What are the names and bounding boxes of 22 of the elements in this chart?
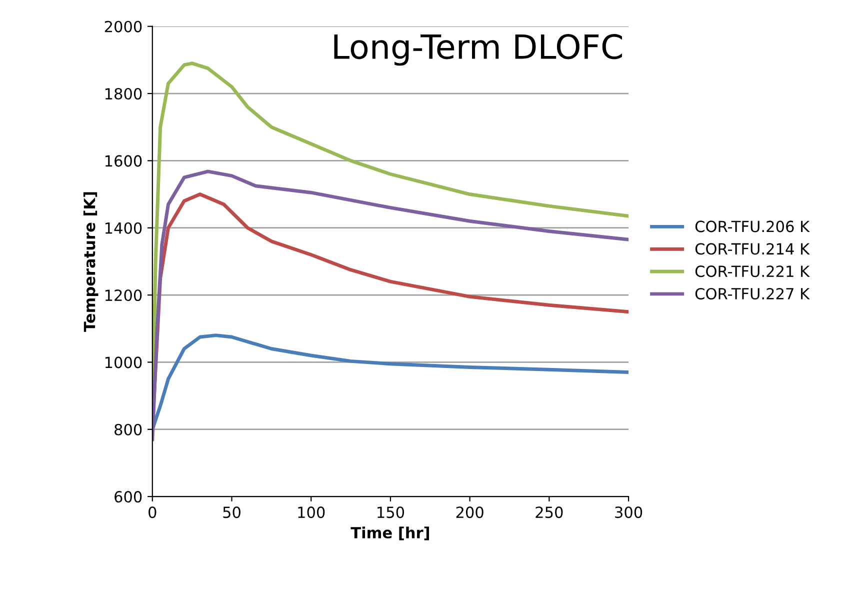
y-tick-label: 2000 [104,20,142,32]
y-axis-title: Temperature [K] [83,192,98,332]
legend-label: COR-TFU.206 K [695,220,810,232]
y-tick-label: 1200 [105,289,142,302]
y-tick-label: 600 [114,490,142,503]
chart-title: Long-Term DLOFC [334,34,622,66]
y-tick-label: 800 [114,424,142,436]
x-tick-label: 300 [615,506,642,518]
y-tick-label: 1800 [105,88,142,100]
x-tick-label: 250 [536,506,563,518]
x-tick-label: 50 [223,506,240,518]
x-tick-label: 100 [298,506,325,518]
legend-label: COR-TFU.227 K [695,288,810,300]
legend-label: COR-TFU.214 K [695,243,810,255]
y-tick-label: 1000 [105,356,142,368]
x-tick-label: 200 [456,506,484,518]
y-tick-label: 1600 [105,155,142,167]
x-axis-title: Time [hr] [350,526,429,540]
x-tick-label: 0 [148,506,156,518]
y-tick-label: 1400 [105,222,142,234]
legend-label: COR-TFU.221 K [695,266,810,278]
x-tick-label: 150 [378,506,404,518]
